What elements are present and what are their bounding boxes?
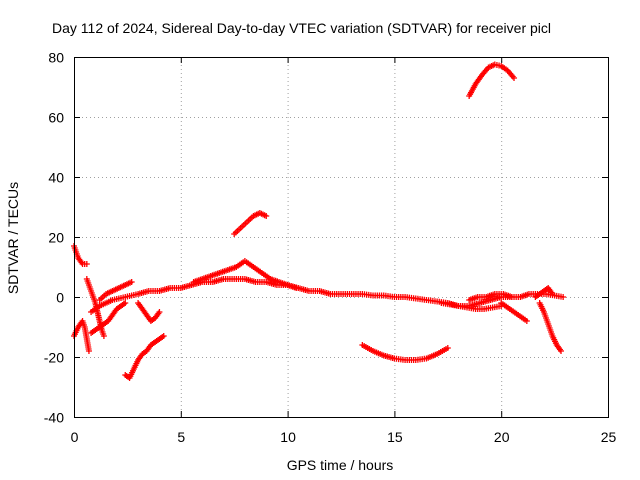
data-point [160,333,167,339]
series-arc-early-negative [71,318,92,354]
data-point [511,75,518,81]
data-point [444,345,451,351]
data-point [83,261,90,267]
axis-ticks [74,57,609,418]
x-tick-labels: 0 5 10 15 20 25 [71,429,617,445]
x-tick-label: 20 [494,429,510,445]
data-point [293,285,300,291]
series-arc-late-side-3 [532,285,556,300]
series-arc-late-drop [438,300,505,312]
data-point [523,318,530,324]
series-arc-main-band [88,276,515,315]
x-tick-label: 10 [280,429,296,445]
y-tick-label: 40 [48,170,64,186]
series-arc-late-high [466,61,518,99]
x-tick-label: 25 [601,429,617,445]
series-arc-small-loop [135,300,163,324]
y-axis-title: SDTVAR / TECUs [5,182,21,294]
data-point [549,291,556,297]
y-tick-label: 0 [56,290,64,306]
x-axis-title: GPS time / hours [287,457,394,473]
y-tick-label: -40 [44,410,64,426]
data-point [122,300,129,306]
x-tick-label: 0 [71,429,79,445]
x-tick-label: 15 [387,429,403,445]
series-arc-south-dip [122,333,167,381]
data-point [263,213,270,219]
y-tick-label: 20 [48,230,64,246]
data-point [560,294,567,300]
grid-lines [74,57,608,417]
x-tick-label: 5 [177,429,185,445]
y-tick-label: 80 [48,50,64,66]
chart-title: Day 112 of 2024, Sidereal Day-to-day VTE… [52,20,551,36]
series-arc-mid-ripple [190,258,300,291]
series-arc-early-positive [71,243,90,267]
series-arc-rise-1 [88,300,129,336]
y-tick-label: -20 [44,350,64,366]
data-point [100,333,107,339]
series-arc-late-side-2 [536,300,565,354]
data-point [558,348,565,354]
series-arc-rise-2 [96,279,135,303]
data-point [128,279,135,285]
data-point [156,309,163,315]
data-point [85,348,92,354]
series-arc-middle-high [231,210,270,237]
y-tick-label: 60 [48,110,64,126]
series-arc-low-bowl [359,342,451,363]
y-tick-labels: -40 -20 0 20 40 60 80 [44,50,64,426]
data-points [71,61,567,381]
series-arc-late-side-1 [498,300,530,324]
